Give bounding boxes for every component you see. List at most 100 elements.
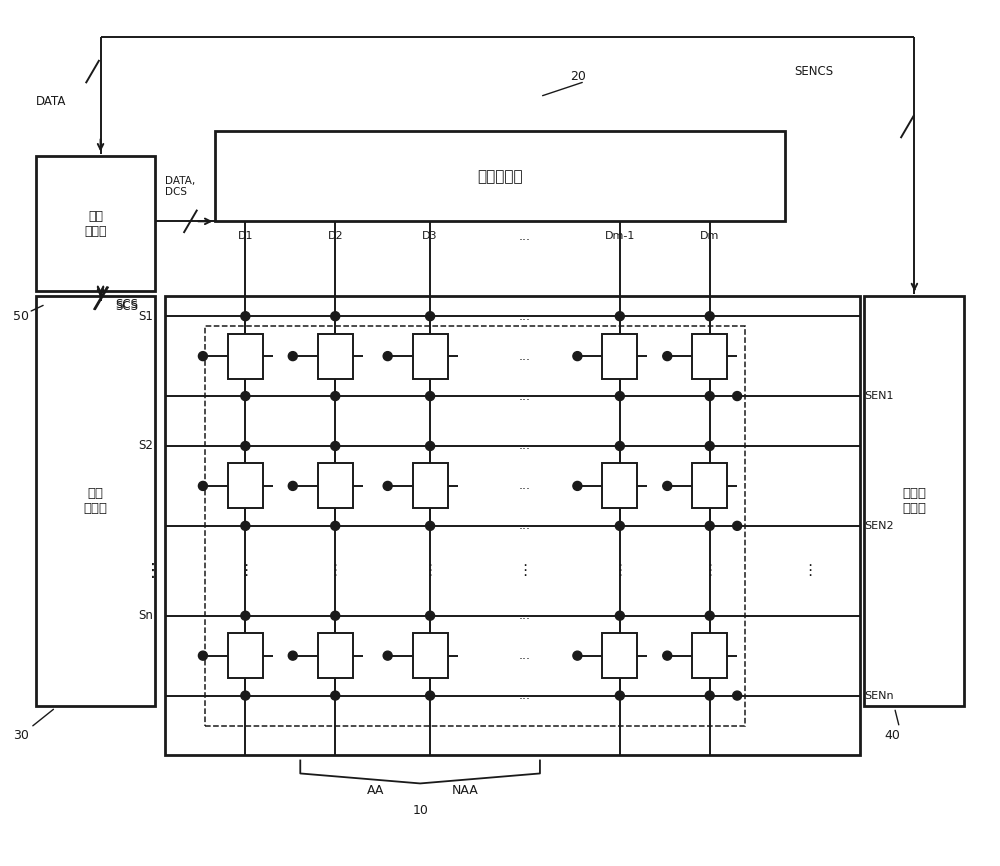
Text: SENn: SENn	[864, 690, 894, 701]
Text: ...: ...	[519, 689, 531, 702]
Text: ...: ...	[519, 439, 531, 452]
Circle shape	[241, 312, 250, 320]
Circle shape	[705, 442, 714, 450]
Circle shape	[288, 651, 297, 660]
Circle shape	[241, 691, 250, 700]
Circle shape	[705, 611, 714, 620]
Text: ...: ...	[519, 520, 531, 533]
Circle shape	[663, 481, 672, 490]
Circle shape	[733, 521, 742, 530]
Circle shape	[383, 651, 392, 660]
Circle shape	[198, 352, 207, 360]
Circle shape	[331, 521, 340, 530]
Text: ⋮: ⋮	[144, 562, 162, 579]
Text: SCS: SCS	[116, 298, 139, 311]
Bar	[692, 633, 727, 678]
Text: ...: ...	[519, 229, 531, 242]
Circle shape	[426, 691, 435, 700]
Text: ...: ...	[519, 650, 531, 662]
Circle shape	[331, 611, 340, 620]
Circle shape	[426, 312, 435, 320]
Bar	[692, 333, 727, 378]
Circle shape	[705, 521, 714, 530]
Bar	[165, 296, 860, 755]
Text: S2: S2	[139, 439, 153, 452]
Circle shape	[198, 481, 207, 490]
Bar	[692, 463, 727, 508]
Circle shape	[241, 611, 250, 620]
Text: 初始化
驱动器: 初始化 驱动器	[902, 487, 926, 515]
Circle shape	[331, 442, 340, 450]
Bar	[36, 157, 155, 291]
Bar	[413, 633, 448, 678]
Text: DATA: DATA	[36, 95, 66, 108]
Text: Dm: Dm	[700, 231, 719, 242]
Circle shape	[573, 352, 582, 360]
Bar	[602, 333, 637, 378]
Circle shape	[615, 521, 624, 530]
Text: DATA,
DCS: DATA, DCS	[165, 176, 196, 197]
Text: ⋮: ⋮	[802, 563, 817, 578]
Bar	[318, 333, 353, 378]
Circle shape	[615, 312, 624, 320]
Text: Sn: Sn	[139, 609, 153, 622]
Bar	[318, 463, 353, 508]
Bar	[36, 296, 155, 706]
Circle shape	[615, 691, 624, 700]
Bar	[864, 296, 964, 706]
Text: D2: D2	[327, 231, 343, 242]
Circle shape	[288, 481, 297, 490]
Bar	[413, 333, 448, 378]
Text: Dm-1: Dm-1	[605, 231, 635, 242]
Circle shape	[383, 352, 392, 360]
Text: ...: ...	[519, 480, 531, 493]
Text: D3: D3	[422, 231, 438, 242]
Text: SCS: SCS	[116, 300, 139, 313]
Text: AA: AA	[366, 784, 384, 797]
Text: ...: ...	[519, 609, 531, 622]
Text: ...: ...	[519, 350, 531, 363]
Bar	[228, 633, 263, 678]
Text: ⋮: ⋮	[612, 563, 627, 578]
Bar	[318, 633, 353, 678]
Circle shape	[288, 352, 297, 360]
Text: ⋮: ⋮	[422, 563, 438, 578]
Circle shape	[663, 651, 672, 660]
Text: ⋮: ⋮	[517, 563, 533, 578]
Circle shape	[426, 391, 435, 401]
Text: ⋮: ⋮	[238, 563, 253, 578]
Circle shape	[705, 691, 714, 700]
Circle shape	[426, 521, 435, 530]
Circle shape	[733, 691, 742, 700]
Circle shape	[705, 312, 714, 320]
Text: 时序
控制器: 时序 控制器	[84, 210, 107, 238]
Text: 50: 50	[13, 310, 29, 323]
Circle shape	[383, 481, 392, 490]
Text: SEN1: SEN1	[864, 391, 894, 401]
Circle shape	[426, 611, 435, 620]
Text: ⋮: ⋮	[328, 563, 343, 578]
Text: 扫描
驱动器: 扫描 驱动器	[84, 487, 108, 515]
Bar	[205, 326, 745, 726]
Bar	[228, 463, 263, 508]
Text: SENCS: SENCS	[795, 65, 834, 78]
Circle shape	[331, 391, 340, 401]
Bar	[228, 333, 263, 378]
Circle shape	[573, 481, 582, 490]
Circle shape	[573, 651, 582, 660]
Text: 20: 20	[570, 70, 586, 83]
Text: ...: ...	[519, 390, 531, 403]
Circle shape	[241, 391, 250, 401]
Circle shape	[615, 611, 624, 620]
Circle shape	[331, 312, 340, 320]
Circle shape	[426, 442, 435, 450]
Circle shape	[615, 442, 624, 450]
Text: SEN2: SEN2	[864, 520, 894, 531]
Circle shape	[733, 391, 742, 401]
Text: NAA: NAA	[452, 784, 478, 797]
Text: ⋮: ⋮	[702, 563, 717, 578]
Bar	[602, 633, 637, 678]
Circle shape	[241, 442, 250, 450]
Text: ...: ...	[519, 310, 531, 323]
Bar	[215, 132, 785, 222]
